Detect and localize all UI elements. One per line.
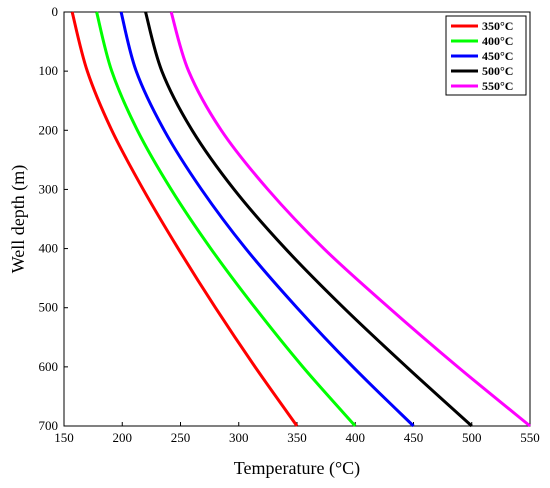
x-tick-label: 150 — [54, 430, 74, 445]
y-tick-label: 0 — [52, 4, 59, 19]
y-axis-title: Well depth (m) — [8, 165, 29, 274]
y-tick-label: 300 — [39, 181, 59, 196]
y-tick-label: 100 — [39, 63, 59, 78]
x-tick-label: 450 — [404, 430, 424, 445]
x-tick-label: 350 — [287, 430, 307, 445]
y-tick-label: 500 — [39, 300, 59, 315]
y-tick-label: 200 — [39, 122, 59, 137]
x-tick-label: 550 — [520, 430, 540, 445]
y-tick-label: 600 — [39, 359, 59, 374]
series-line-0 — [70, 11, 299, 427]
x-axis-title: Temperature (°C) — [234, 458, 360, 479]
y-tick-label: 400 — [39, 241, 59, 256]
axis-ticks: 150 200 250 300 350 400 450 500 550 0 100 200 300 400… — [39, 4, 540, 445]
legend-label: 450°C — [482, 49, 513, 63]
x-tick-label: 400 — [346, 430, 366, 445]
y-tick-label: 700 — [39, 418, 59, 433]
legend-label: 550°C — [482, 79, 513, 93]
series-line-1 — [95, 11, 357, 427]
series-lines — [70, 11, 531, 428]
series-line-4 — [169, 11, 531, 428]
legend-label: 500°C — [482, 64, 513, 78]
series-line-3 — [144, 11, 473, 428]
x-tick-label: 300 — [229, 430, 249, 445]
series-line-2 — [119, 11, 415, 428]
x-tick-label: 250 — [171, 430, 191, 445]
legend-label: 350°C — [482, 19, 513, 33]
x-tick-label: 500 — [462, 430, 482, 445]
x-tick-label: 200 — [113, 430, 133, 445]
legend-label: 400°C — [482, 34, 513, 48]
